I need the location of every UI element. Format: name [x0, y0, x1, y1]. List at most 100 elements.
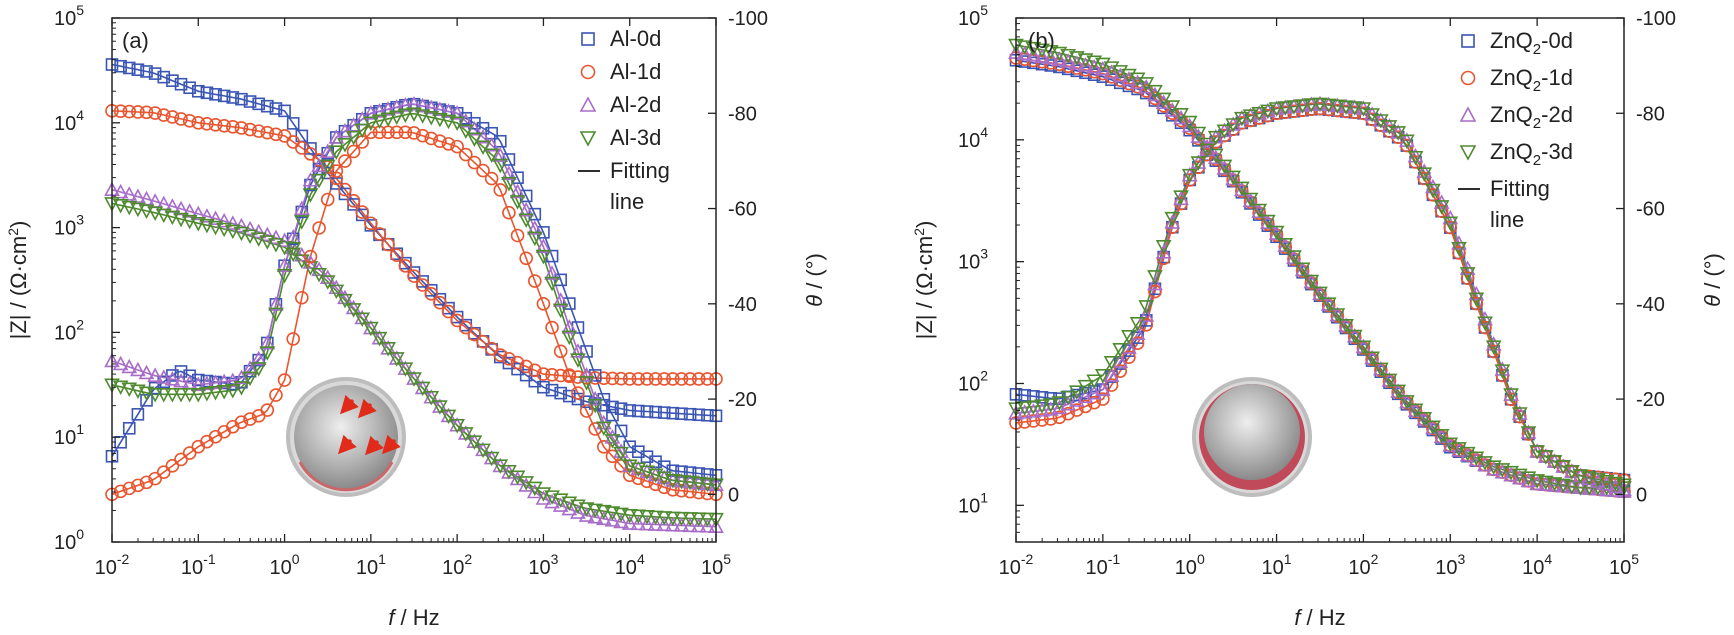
data-point: [1121, 71, 1137, 86]
data-point: [233, 381, 250, 396]
data-point: [252, 97, 265, 111]
data-point: [354, 312, 371, 327]
data-point: [1451, 241, 1467, 257]
data-point: [502, 352, 516, 366]
data-point: [1278, 240, 1293, 254]
data-point: [372, 227, 387, 241]
data-point: [235, 92, 248, 106]
data-point: [1425, 420, 1441, 435]
data-point: [536, 367, 551, 381]
data-point: [552, 497, 569, 512]
data-point: [1469, 296, 1484, 311]
data-point: [1051, 46, 1068, 62]
data-point: [364, 216, 378, 231]
data-point: [1277, 237, 1294, 253]
data-point: [1174, 113, 1188, 128]
data-point: [1207, 130, 1224, 146]
data-point: [1068, 51, 1085, 66]
data-point: [139, 475, 154, 490]
data-point: [1216, 159, 1233, 175]
data-point: [1329, 99, 1346, 114]
data-point: [502, 205, 516, 220]
data-point: [242, 371, 258, 387]
data-point: [174, 365, 188, 378]
data-point: [449, 418, 465, 434]
legend-marker: [1459, 145, 1477, 161]
data-point: [1051, 396, 1068, 411]
data-point: [1034, 43, 1050, 58]
data-point: [138, 204, 155, 220]
data-point: [578, 507, 595, 522]
data-point: [424, 287, 439, 301]
data-point: [113, 104, 128, 119]
data-point: [183, 81, 196, 95]
data-point: [595, 421, 612, 436]
data-point: [1235, 184, 1249, 198]
data-point: [537, 380, 550, 394]
series-0-7: [104, 107, 724, 494]
data-point: [484, 171, 499, 186]
data-point: [1477, 316, 1493, 331]
y-right-tick-label: 0: [1636, 484, 1647, 506]
data-point: [293, 215, 310, 230]
x-tick-label: 102: [442, 551, 472, 579]
y-left-tick-label: 104: [958, 124, 988, 152]
data-point: [640, 405, 654, 418]
data-point: [665, 473, 681, 489]
data-point: [1433, 200, 1450, 215]
y-right-tick-label: -80: [728, 103, 757, 125]
data-point: [286, 117, 300, 130]
data-point: [130, 202, 146, 218]
data-point: [1138, 77, 1155, 92]
data-point: [1025, 403, 1042, 418]
data-point: [199, 387, 215, 402]
data-point: [1130, 336, 1145, 350]
data-point: [268, 296, 284, 311]
data-point: [207, 210, 224, 226]
data-point: [553, 344, 568, 359]
data-point: [476, 334, 490, 349]
data-point: [1122, 350, 1136, 364]
y-left-tick-label: 104: [54, 107, 84, 135]
data-point: [1242, 109, 1259, 124]
data-point: [526, 220, 543, 235]
data-point: [536, 297, 551, 311]
data-point: [1164, 211, 1181, 227]
data-point: [406, 95, 422, 111]
data-point: [1520, 472, 1537, 488]
data-point: [1181, 168, 1198, 184]
data-point: [1416, 412, 1433, 427]
data-point: [354, 309, 371, 325]
data-point: [432, 101, 448, 116]
data-point: [649, 405, 662, 419]
data-point: [1338, 100, 1354, 115]
data-point: [682, 517, 698, 533]
data-point: [1329, 308, 1346, 323]
data-point: [1173, 108, 1189, 123]
data-point: [1303, 98, 1320, 113]
data-point: [243, 412, 257, 426]
data-point: [122, 104, 137, 119]
data-point: [553, 368, 568, 383]
data-point: [147, 206, 163, 221]
data-point: [1112, 353, 1129, 368]
data-point: [1287, 252, 1301, 266]
data-point: [682, 512, 698, 527]
data-point: [276, 268, 293, 284]
data-point: [674, 372, 689, 386]
legend-label: ZnQ2-3d: [1490, 139, 1573, 169]
data-point: [1572, 469, 1589, 484]
data-point: [1016, 404, 1033, 419]
data-point: [381, 237, 395, 252]
y-right-tick-label: -40: [1636, 294, 1665, 316]
data-point: [371, 103, 388, 118]
data-point: [563, 389, 576, 403]
data-point: [406, 372, 422, 387]
data-point: [199, 218, 215, 234]
data-point: [1564, 480, 1580, 495]
data-point: [1147, 84, 1163, 100]
data-point: [1051, 51, 1068, 66]
data-point: [519, 359, 533, 374]
data-point: [570, 504, 586, 519]
